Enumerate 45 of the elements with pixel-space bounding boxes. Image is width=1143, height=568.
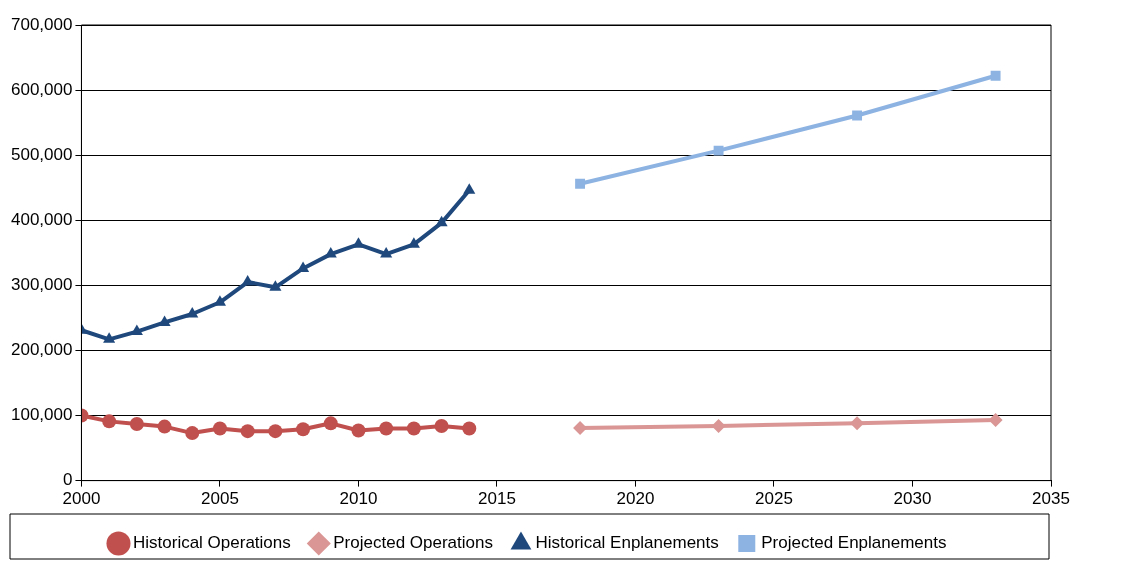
point bbox=[268, 424, 283, 439]
point bbox=[435, 215, 448, 227]
legend-label: Projected Operations bbox=[333, 533, 493, 553]
y-tick-label: 700,000 bbox=[11, 14, 73, 34]
legend-label: Projected Enplanements bbox=[761, 533, 947, 553]
point bbox=[296, 422, 311, 437]
point bbox=[380, 247, 393, 258]
y-tick-label: 0 bbox=[62, 470, 73, 490]
point bbox=[241, 275, 254, 286]
point bbox=[406, 421, 421, 436]
point bbox=[434, 418, 449, 433]
point bbox=[462, 421, 477, 436]
y-tick-label: 200,000 bbox=[11, 340, 73, 360]
x-tick-label: 2035 bbox=[1032, 489, 1070, 509]
point bbox=[463, 183, 476, 194]
y-tick-label: 100,000 bbox=[11, 405, 73, 425]
point bbox=[269, 280, 282, 291]
y-tick-label: 300,000 bbox=[11, 275, 73, 295]
x-tick-label: 2025 bbox=[755, 489, 793, 509]
point bbox=[240, 424, 255, 439]
point bbox=[711, 418, 726, 433]
y-tick-label: 600,000 bbox=[11, 79, 73, 99]
point bbox=[351, 423, 366, 438]
legend-label: Historical Operations bbox=[133, 533, 291, 553]
point bbox=[129, 416, 144, 431]
point bbox=[212, 421, 227, 436]
point bbox=[323, 416, 338, 431]
point bbox=[186, 306, 199, 318]
x-tick-label: 2010 bbox=[339, 489, 378, 509]
point bbox=[185, 426, 200, 441]
x-tick-label: 2000 bbox=[62, 489, 101, 509]
x-tick-label: 2005 bbox=[201, 489, 239, 509]
y-tick-label: 400,000 bbox=[11, 209, 73, 229]
y-tick-label: 500,000 bbox=[11, 144, 73, 164]
point bbox=[575, 178, 586, 189]
legend-label: Historical Enplanements bbox=[535, 533, 719, 553]
x-tick-label: 2020 bbox=[616, 489, 655, 509]
point bbox=[988, 413, 1003, 428]
x-tick-label: 2030 bbox=[893, 489, 932, 509]
point bbox=[157, 419, 172, 434]
x-tick-label: 2015 bbox=[478, 489, 516, 509]
point bbox=[297, 261, 310, 272]
point bbox=[103, 332, 116, 343]
point bbox=[379, 421, 394, 436]
point bbox=[102, 414, 117, 429]
